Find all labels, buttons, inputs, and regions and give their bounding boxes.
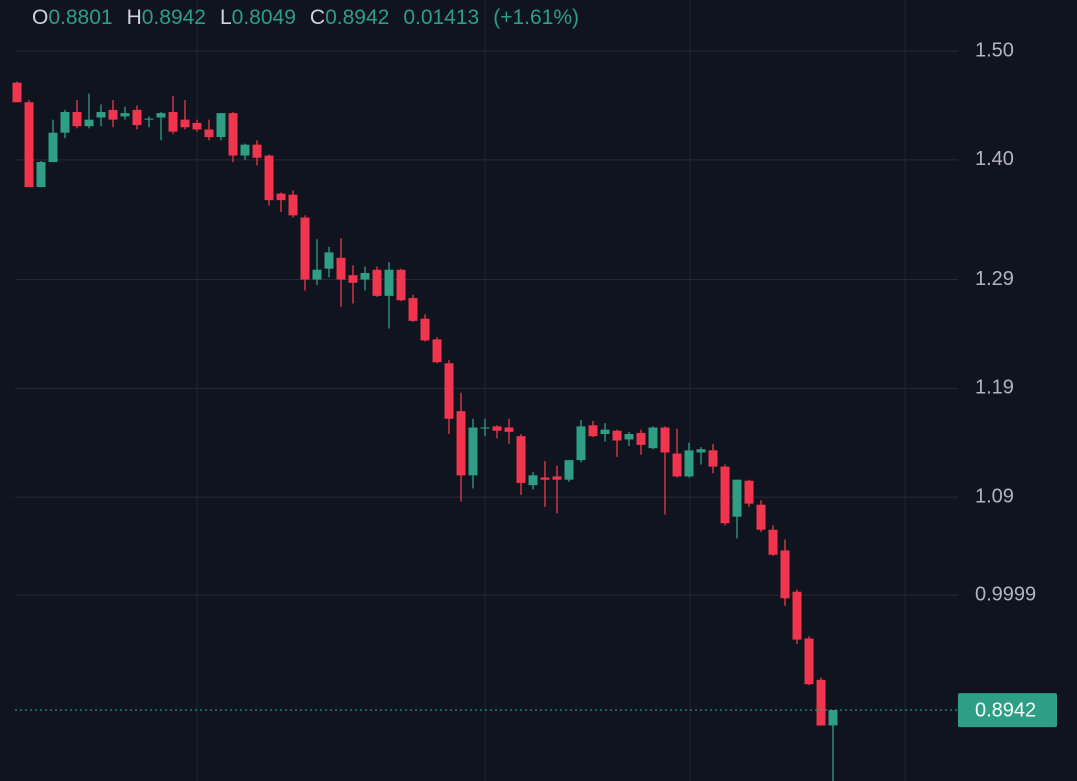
candle-body: [60, 112, 70, 133]
candle-body: [288, 194, 298, 216]
y-tick-label: 1.40: [975, 148, 1014, 170]
candle-body: [540, 477, 550, 480]
ohlc-key: L: [219, 6, 232, 29]
candle-body: [660, 427, 670, 453]
candle-body: [312, 269, 322, 280]
candle-body: [732, 479, 742, 517]
candle-body: [756, 504, 766, 530]
ohlc-key: O: [32, 6, 49, 29]
candle-body: [300, 217, 310, 280]
candle-body: [12, 82, 22, 103]
candle-body: [552, 476, 562, 480]
candle-body: [720, 466, 730, 524]
candle-body: [216, 113, 226, 138]
candle-body: [432, 339, 442, 363]
ohlc-value: 0.8942: [325, 6, 390, 29]
candle-body: [144, 118, 154, 120]
candle-body: [252, 144, 262, 158]
candle-body: [156, 113, 166, 118]
candle-body: [816, 679, 826, 726]
candle-body: [168, 112, 178, 132]
candle-body: [564, 460, 574, 480]
candle-body: [348, 275, 358, 283]
candle-body: [408, 298, 418, 321]
candle-body: [192, 122, 202, 130]
y-tick-label: 0.9999: [975, 583, 1036, 605]
grid: [15, 50, 958, 596]
candle-body: [372, 269, 382, 296]
candle-body: [792, 591, 802, 640]
candles: [12, 81, 838, 781]
candle-body: [648, 427, 658, 449]
candle-body: [528, 475, 538, 486]
candle-body: [576, 426, 586, 461]
candle-body: [600, 429, 610, 435]
candle-body: [324, 252, 334, 269]
candle-body: [72, 112, 82, 127]
ohlc-header: O0.8801 H0.8942 L0.8049 C0.8942 0.01413 (+1.6…: [32, 6, 579, 30]
ohlc-value: 0.8049: [231, 6, 296, 29]
candle-body: [132, 109, 142, 126]
candle-body: [24, 102, 34, 188]
y-tick-label: 1.29: [975, 268, 1014, 290]
candle-body: [108, 109, 118, 120]
candle-body: [96, 112, 106, 118]
candle-body: [48, 132, 58, 163]
candle-body: [84, 119, 94, 127]
ohlc-value: 0.8942: [141, 6, 206, 29]
candle-body: [696, 449, 706, 453]
candle-body: [264, 155, 274, 201]
candle-body: [384, 269, 394, 296]
candle-body: [204, 129, 214, 138]
ohlc-value: 0.8801: [48, 6, 113, 29]
candle-body: [684, 450, 694, 477]
candle-body: [468, 427, 478, 476]
ohlc-key: C: [309, 6, 326, 29]
candle-body: [420, 318, 430, 341]
candle-body: [444, 363, 454, 419]
candle-body: [240, 144, 250, 156]
candle-body: [504, 427, 514, 432]
candle-body: [828, 710, 838, 726]
candle-body: [612, 430, 622, 441]
candle-body: [480, 427, 490, 429]
candle-body: [336, 257, 346, 280]
candle-body: [636, 432, 646, 445]
y-tick-label: 1.09: [975, 485, 1014, 507]
candle-body: [672, 453, 682, 477]
candle-body: [624, 434, 634, 440]
candle-body: [36, 162, 46, 188]
candle-body: [396, 269, 406, 301]
last-price-box: [958, 693, 1057, 728]
candle-body: [768, 529, 778, 555]
candle-body: [180, 119, 190, 128]
candle-body: [120, 113, 130, 117]
candle-body: [588, 425, 598, 437]
last-price-label: 0.8942: [975, 699, 1036, 721]
candle-body: [228, 113, 238, 156]
change-value: 0.01413: [403, 6, 480, 29]
candle-body: [804, 638, 814, 685]
candle-body: [456, 411, 466, 476]
price-axis: 1.50 1.40 1.29 1.19 1.09 0.9999 0.8942: [15, 39, 1057, 728]
candle-body: [780, 550, 790, 599]
candle-body: [360, 273, 370, 280]
change-percent: (+1.61%): [493, 6, 580, 29]
candle-body: [708, 450, 718, 467]
candle-body: [276, 193, 286, 201]
y-tick-label: 1.19: [975, 377, 1014, 399]
ohlc-key: H: [126, 6, 142, 29]
candle-body: [516, 436, 526, 483]
candle-body: [744, 480, 754, 504]
y-tick-label: 1.50: [975, 39, 1014, 61]
candle-body: [492, 426, 502, 431]
